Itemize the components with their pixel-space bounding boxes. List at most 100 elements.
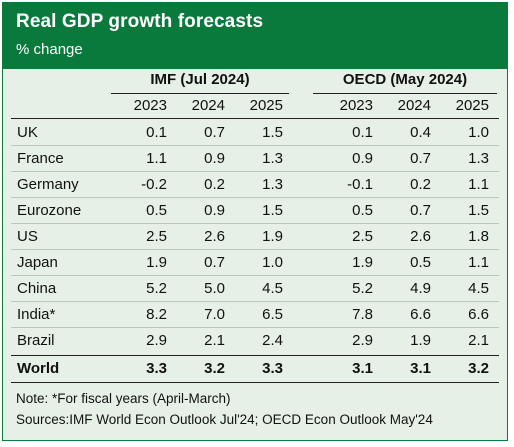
row-divider bbox=[11, 249, 499, 250]
imf-value-cell: 0.7 bbox=[204, 124, 225, 141]
oecd-value-cell: 7.8 bbox=[352, 306, 373, 323]
table-row: India* 8.2 7.0 6.5 7.8 6.6 6.6 bbox=[3, 302, 507, 328]
country-name: India* bbox=[17, 306, 56, 323]
imf-value-cell: 0.9 bbox=[204, 202, 225, 219]
oecd-value-cell: 2.5 bbox=[352, 228, 373, 245]
imf-value-cell: 1.3 bbox=[262, 176, 283, 193]
imf-value-cell: 2.4 bbox=[262, 332, 283, 349]
imf-value-cell: 1.1 bbox=[146, 150, 167, 167]
row-divider bbox=[11, 145, 499, 146]
table-row: UK 0.1 0.7 1.5 0.1 0.4 1.0 bbox=[3, 120, 507, 146]
country-name: Brazil bbox=[17, 332, 55, 349]
imf-value-cell: 1.9 bbox=[262, 228, 283, 245]
country-name: China bbox=[17, 280, 57, 297]
oecd-value-cell: 0.5 bbox=[352, 202, 373, 219]
table-row: France 1.1 0.9 1.3 0.9 0.7 1.3 bbox=[3, 146, 507, 172]
imf-value-cell: 4.5 bbox=[262, 280, 283, 297]
total-divider-top bbox=[11, 355, 499, 356]
footnote: Note: *For fiscal years (April-March) bbox=[16, 391, 231, 406]
row-divider bbox=[11, 223, 499, 224]
oecd-value-cell: 5.2 bbox=[352, 280, 373, 297]
imf-value-cell: 2.1 bbox=[204, 332, 225, 349]
imf-value-cell: 3.2 bbox=[204, 360, 225, 377]
imf-value-cell: 0.7 bbox=[204, 254, 225, 271]
header-divider bbox=[11, 118, 499, 119]
oecd-value-cell: 0.7 bbox=[410, 150, 431, 167]
group-underline-oecd bbox=[313, 93, 497, 94]
oecd-value-cell: 1.5 bbox=[468, 202, 489, 219]
imf-value-cell: 5.2 bbox=[146, 280, 167, 297]
imf-value-cell: 6.5 bbox=[262, 306, 283, 323]
year-header-imf-2025: 2025 bbox=[249, 97, 283, 114]
table-row: US 2.5 2.6 1.9 2.5 2.6 1.8 bbox=[3, 224, 507, 250]
imf-value-cell: 1.0 bbox=[262, 254, 283, 271]
group-title-imf: IMF (Jul 2024) bbox=[150, 71, 250, 88]
oecd-value-cell: 4.5 bbox=[468, 280, 489, 297]
oecd-value-cell: 0.1 bbox=[352, 124, 373, 141]
card-header: Real GDP growth forecasts % change bbox=[3, 3, 507, 69]
oecd-value-cell: 2.6 bbox=[410, 228, 431, 245]
row-divider bbox=[11, 197, 499, 198]
oecd-value-cell: 0.7 bbox=[410, 202, 431, 219]
total-divider-bottom bbox=[11, 382, 499, 383]
imf-value-cell: 2.6 bbox=[204, 228, 225, 245]
country-name: UK bbox=[17, 124, 38, 141]
table-row: Eurozone 0.5 0.9 1.5 0.5 0.7 1.5 bbox=[3, 198, 507, 224]
oecd-value-cell: 6.6 bbox=[468, 306, 489, 323]
year-header-oecd-2025: 2025 bbox=[455, 97, 489, 114]
imf-value-cell: 0.2 bbox=[204, 176, 225, 193]
page-title: Real GDP growth forecasts bbox=[16, 11, 264, 32]
country-name: Eurozone bbox=[17, 202, 82, 219]
table-row: China 5.2 5.0 4.5 5.2 4.9 4.5 bbox=[3, 276, 507, 302]
oecd-value-cell: -0.1 bbox=[347, 176, 373, 193]
oecd-value-cell: 3.2 bbox=[468, 360, 489, 377]
imf-value-cell: 5.0 bbox=[204, 280, 225, 297]
country-name: Germany bbox=[17, 176, 79, 193]
table-row: Brazil 2.9 2.1 2.4 2.9 1.9 2.1 bbox=[3, 328, 507, 354]
row-divider bbox=[11, 275, 499, 276]
oecd-value-cell: 0.2 bbox=[410, 176, 431, 193]
imf-value-cell: 0.5 bbox=[146, 202, 167, 219]
country-name: US bbox=[17, 228, 38, 245]
oecd-value-cell: 1.0 bbox=[468, 124, 489, 141]
year-header-imf-2024: 2024 bbox=[191, 97, 225, 114]
oecd-value-cell: 0.4 bbox=[410, 124, 431, 141]
imf-value-cell: -0.2 bbox=[141, 176, 167, 193]
row-divider bbox=[11, 327, 499, 328]
imf-value-cell: 2.9 bbox=[146, 332, 167, 349]
table-row-total: World 3.3 3.2 3.3 3.1 3.1 3.2 bbox=[3, 356, 507, 382]
imf-value-cell: 1.5 bbox=[262, 124, 283, 141]
country-name: Japan bbox=[17, 254, 58, 271]
oecd-value-cell: 1.8 bbox=[468, 228, 489, 245]
oecd-value-cell: 1.1 bbox=[468, 176, 489, 193]
oecd-value-cell: 1.9 bbox=[352, 254, 373, 271]
imf-value-cell: 1.9 bbox=[146, 254, 167, 271]
imf-value-cell: 1.3 bbox=[262, 150, 283, 167]
gdp-forecast-card: Real GDP growth forecasts % change IMF (… bbox=[2, 2, 508, 441]
group-title-oecd: OECD (May 2024) bbox=[342, 71, 468, 88]
sources-note: Sources:IMF World Econ Outlook Jul'24; O… bbox=[16, 412, 433, 427]
oecd-value-cell: 6.6 bbox=[410, 306, 431, 323]
row-divider bbox=[11, 301, 499, 302]
year-header-imf-2023: 2023 bbox=[133, 97, 167, 114]
oecd-value-cell: 3.1 bbox=[352, 360, 373, 377]
forecast-table: IMF (Jul 2024) OECD (May 2024) 2023 2024… bbox=[3, 69, 507, 440]
imf-value-cell: 7.0 bbox=[204, 306, 225, 323]
page-subtitle: % change bbox=[16, 41, 83, 58]
group-underline-imf bbox=[111, 93, 289, 94]
table-row: Germany -0.2 0.2 1.3 -0.1 0.2 1.1 bbox=[3, 172, 507, 198]
imf-value-cell: 3.3 bbox=[146, 360, 167, 377]
oecd-value-cell: 2.1 bbox=[468, 332, 489, 349]
row-divider bbox=[11, 171, 499, 172]
imf-value-cell: 1.5 bbox=[262, 202, 283, 219]
country-name: France bbox=[17, 150, 64, 167]
oecd-value-cell: 4.9 bbox=[410, 280, 431, 297]
oecd-value-cell: 1.3 bbox=[468, 150, 489, 167]
country-name: World bbox=[17, 360, 60, 377]
oecd-value-cell: 0.5 bbox=[410, 254, 431, 271]
oecd-value-cell: 0.9 bbox=[352, 150, 373, 167]
table-row: Japan 1.9 0.7 1.0 1.9 0.5 1.1 bbox=[3, 250, 507, 276]
imf-value-cell: 0.1 bbox=[146, 124, 167, 141]
oecd-value-cell: 2.9 bbox=[352, 332, 373, 349]
imf-value-cell: 8.2 bbox=[146, 306, 167, 323]
